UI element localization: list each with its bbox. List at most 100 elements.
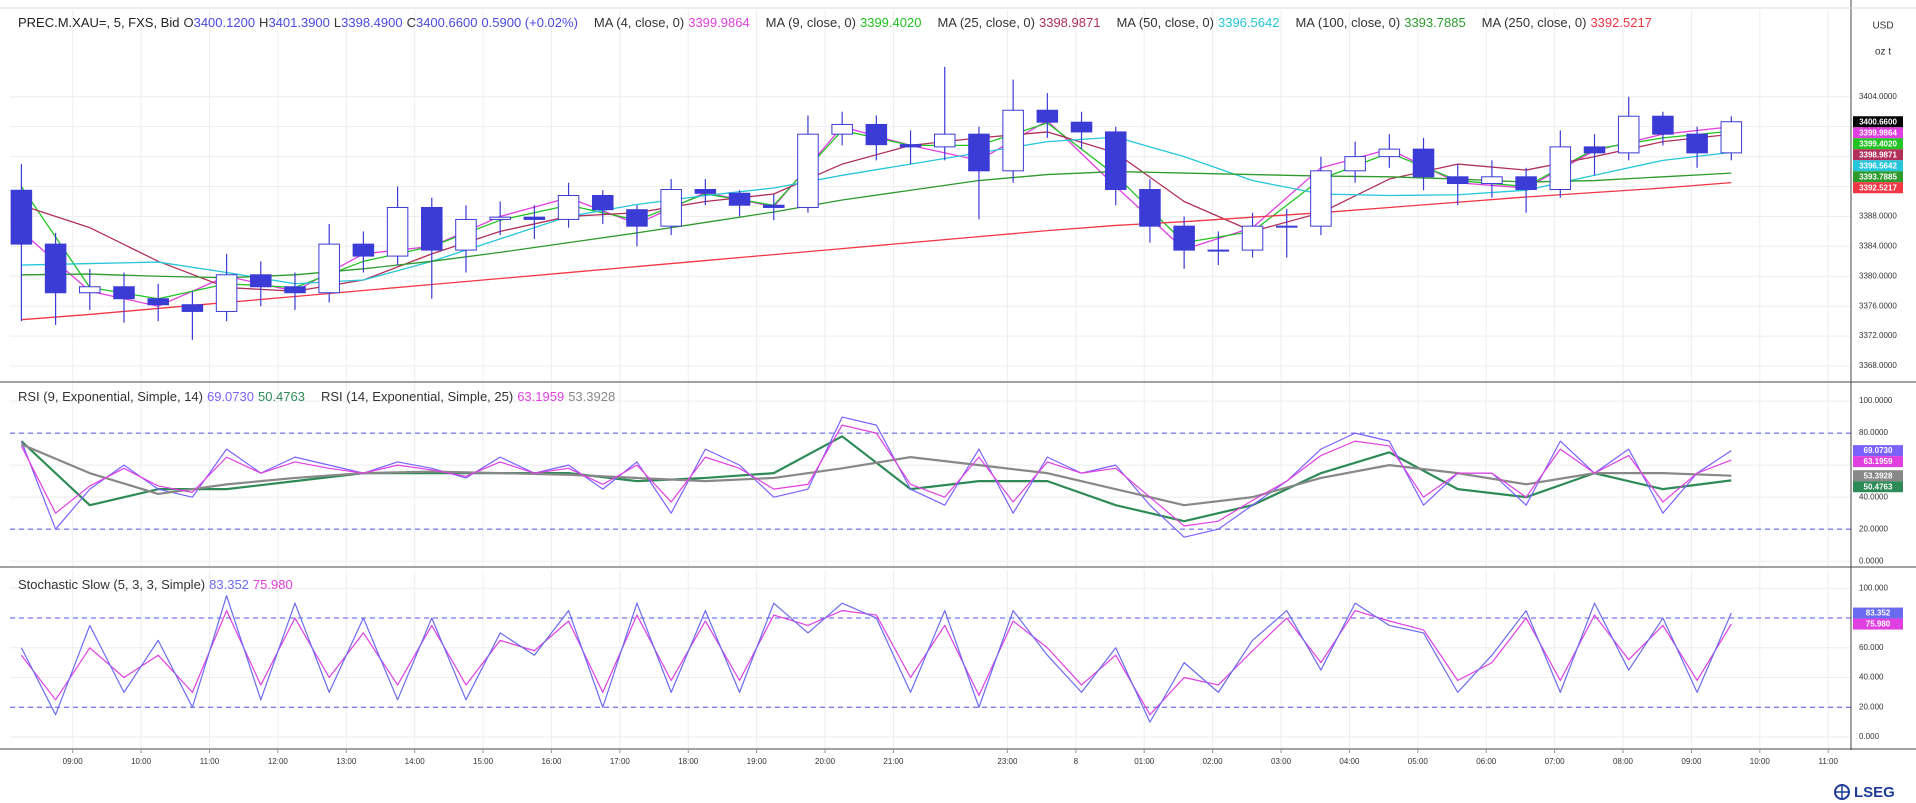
candle-body (386, 206, 409, 257)
series-last: 3396.5642 (1217, 15, 1280, 30)
candle-body (1446, 176, 1469, 185)
x-tick-label: 01:00 (1134, 757, 1155, 766)
x-tick-label: 8 (1074, 757, 1079, 766)
x-tick-label: 03:00 (1271, 757, 1292, 766)
x-tick-label: 19:00 (747, 757, 768, 766)
price-tag (1853, 445, 1903, 457)
y-tick-label: 40.000 (1859, 673, 1884, 682)
series-name: MA (9, close, 0) (765, 15, 856, 30)
candle-body (215, 274, 238, 312)
y-tick-label: 20.000 (1859, 702, 1884, 711)
candle-body (1275, 225, 1298, 228)
quote-value: 3400.6600 (415, 15, 478, 30)
unit: oz t (1875, 47, 1891, 58)
x-tick-label: 04:00 (1339, 757, 1360, 766)
candle-body (1617, 115, 1640, 154)
x-tick-label: 06:00 (1476, 757, 1497, 766)
x-tick-label: 10:00 (131, 757, 152, 766)
candle-body (284, 286, 306, 294)
indicator-line (20, 595, 1732, 723)
series-last: 3393.7885 (1404, 15, 1466, 30)
candle-body (1036, 109, 1059, 123)
brand-logo: LSEG (1834, 784, 1895, 801)
price-tag (1853, 160, 1903, 172)
price-tag (1853, 116, 1903, 128)
candle-body (557, 195, 580, 220)
quote-key: C (406, 15, 416, 30)
candle-body (968, 133, 990, 172)
x-tick-label: 07:00 (1545, 757, 1566, 766)
series-last: 69.0730 (206, 389, 254, 404)
x-tick-label: 05:00 (1408, 757, 1429, 766)
candle-body (728, 192, 751, 206)
candle-body (1070, 121, 1093, 133)
candle-body (1549, 146, 1572, 191)
price-tag-label: 83.352 (1866, 609, 1891, 618)
currency: USD (1872, 21, 1893, 32)
indicator-line (20, 424, 1732, 527)
candle-body (1139, 189, 1161, 227)
price-tag (1853, 481, 1903, 493)
x-tick-label: 10:00 (1750, 757, 1771, 766)
y-tick-label: 0.0000 (1859, 556, 1884, 565)
candle-body (592, 195, 614, 211)
price-tag (1853, 618, 1903, 630)
candle-body (1720, 121, 1743, 154)
y-tick-label: 3376.0000 (1859, 301, 1897, 310)
price-tag-label: 63.1959 (1864, 457, 1893, 466)
y-tick-label: 60.000 (1859, 643, 1884, 652)
candle-body (250, 274, 272, 288)
series-name: MA (4, close, 0) (593, 15, 685, 30)
x-tick-label: 16:00 (541, 757, 562, 766)
candle-body (523, 216, 546, 220)
x-tick-label: 11:00 (1818, 757, 1838, 766)
candle-body (1412, 148, 1435, 178)
candle-body (694, 189, 717, 194)
price-tag-label: 3399.4020 (1859, 139, 1897, 148)
candle-body (10, 189, 33, 245)
series-name: MA (25, close, 0) (937, 15, 1035, 30)
signal-line (20, 443, 1732, 507)
candle-body (1173, 225, 1195, 251)
price-tag-label: 3398.9871 (1859, 150, 1897, 159)
price-tag (1853, 149, 1903, 161)
candle-body (1241, 225, 1264, 251)
price-tag (1853, 456, 1903, 468)
x-tick-label: 23:00 (997, 757, 1018, 766)
quote-value: 3400.1200 (193, 15, 256, 30)
candle-body (1686, 133, 1708, 154)
candle-body (1652, 115, 1674, 135)
price-tag-label: 50.4763 (1864, 482, 1893, 491)
series-name: Stochastic Slow (5, 3, 3, Simple) (18, 577, 206, 592)
series-last: 3399.9864 (688, 15, 750, 30)
y-tick-label: 40.0000 (1859, 492, 1888, 501)
candle-body (318, 243, 340, 294)
x-tick-label: 09:00 (63, 757, 84, 766)
quote-value: 3401.3900 (268, 15, 330, 30)
candle-body (181, 304, 204, 312)
x-tick-label: 02:00 (1203, 757, 1224, 766)
series-last: 3392.5217 (1590, 15, 1652, 30)
y-tick-label: 20.0000 (1859, 524, 1888, 533)
series-last: 83.352 (209, 577, 249, 592)
quote-value: 3398.4900 (341, 15, 403, 30)
x-tick-label: 20:00 (815, 757, 836, 766)
price-tag (1853, 470, 1903, 482)
signal-last: 53.3928 (568, 389, 616, 404)
candle-body (147, 298, 169, 306)
candle-body (489, 216, 511, 220)
y-tick-label: 0.000 (1859, 732, 1880, 741)
price-tag (1853, 138, 1903, 150)
quote-key: H (259, 15, 269, 30)
price-tag (1853, 171, 1903, 183)
moving-average-line (21, 136, 1732, 285)
x-tick-label: 08:00 (1613, 757, 1634, 766)
x-tick-label: 09:00 (1681, 757, 1702, 766)
candle-body (933, 133, 956, 148)
candle-body (865, 123, 888, 146)
candle-body (44, 243, 67, 294)
signal-last: 50.4763 (257, 389, 305, 404)
y-tick-label: 3368.0000 (1859, 361, 1897, 370)
candle-body (1207, 249, 1230, 252)
series-name: MA (100, close, 0) (1295, 15, 1401, 30)
